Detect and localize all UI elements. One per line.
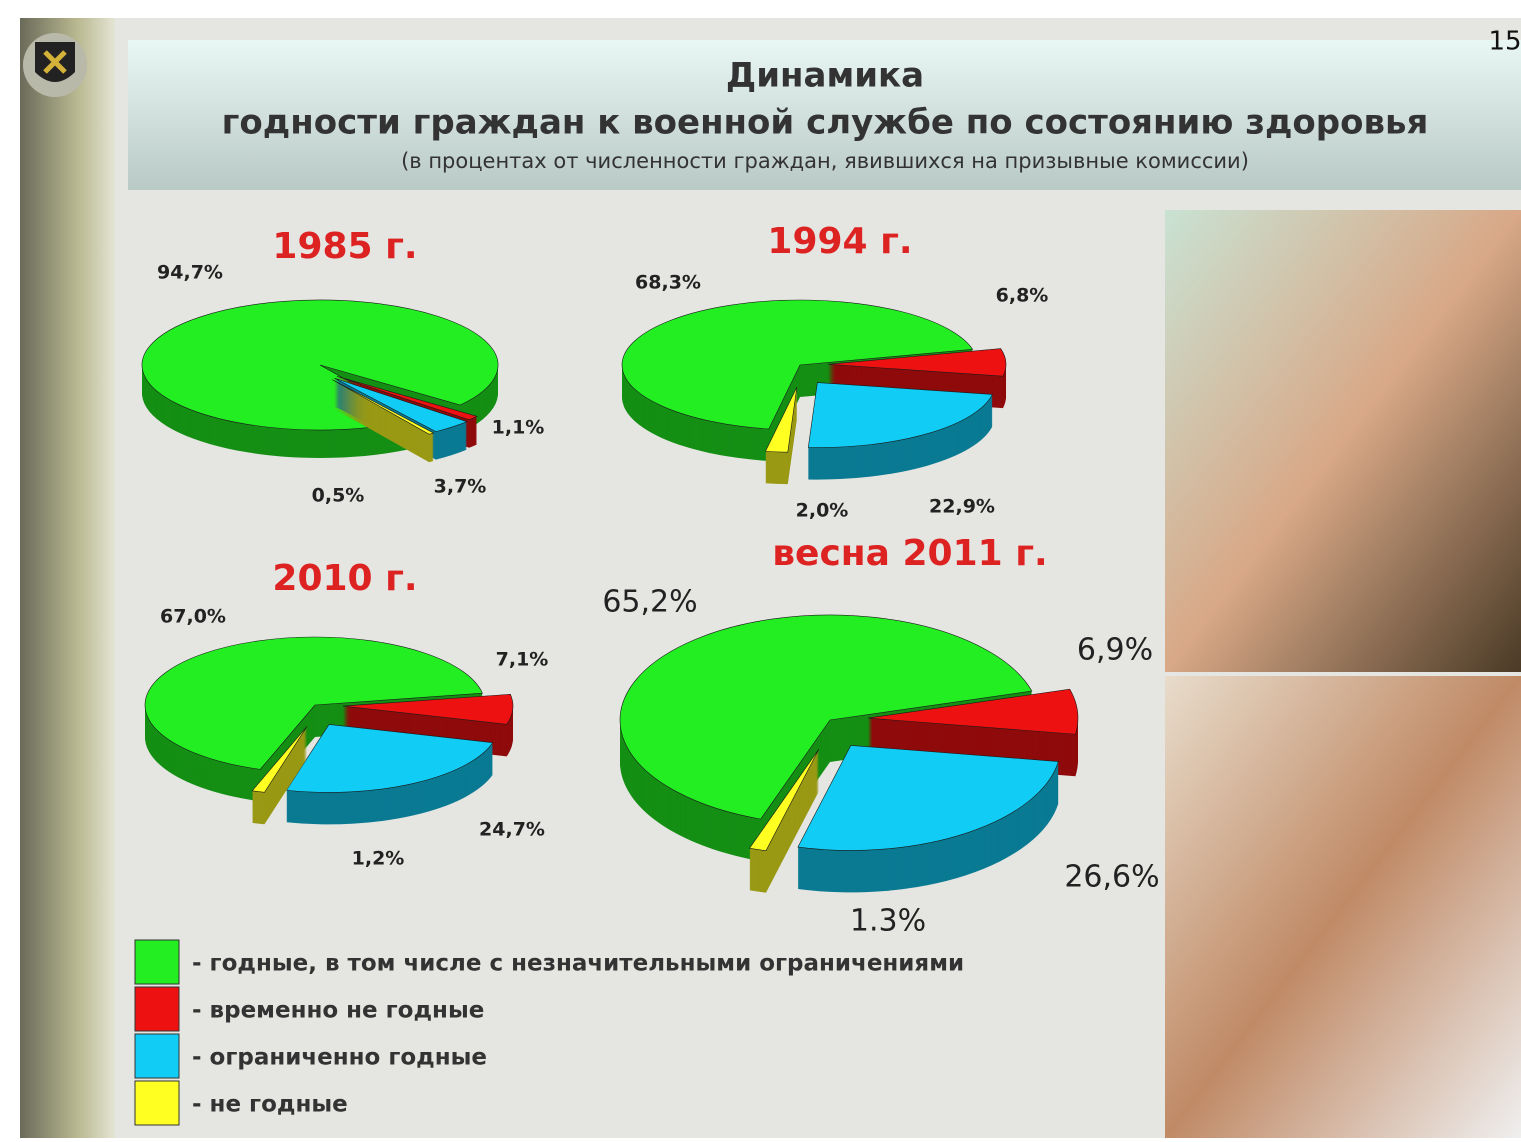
pie-slice <box>619 614 1033 862</box>
value-label: 6,9% <box>1077 633 1153 668</box>
value-label: 94,7% <box>157 262 223 284</box>
legend-swatch <box>134 939 180 985</box>
slice-top <box>285 724 494 793</box>
value-label: 65,2% <box>602 585 697 620</box>
chart-title: весна 2011 г. <box>772 533 1047 574</box>
pie-slice <box>251 726 308 825</box>
value-label: 24,7% <box>479 819 545 841</box>
value-label: 26,6% <box>1064 860 1159 895</box>
slice-top <box>619 614 1033 820</box>
slice-top <box>765 387 798 453</box>
slice-top <box>332 379 435 435</box>
header-band <box>128 40 1521 190</box>
title: Динамика <box>726 56 924 96</box>
chart-title: 2010 г. <box>272 558 417 599</box>
pie-slice <box>144 636 483 802</box>
value-label: 1,2% <box>352 848 405 870</box>
value-label: 0,5% <box>312 485 365 507</box>
slice-top <box>141 299 499 431</box>
pie-slice <box>867 688 1079 777</box>
pie-slice <box>332 379 435 463</box>
slice-top <box>334 377 468 432</box>
slice-top <box>867 688 1079 735</box>
value-label: 68,3% <box>635 272 701 294</box>
pie-slice <box>141 299 499 459</box>
value-label: 67,0% <box>160 606 226 628</box>
page-number: 15 <box>1488 27 1521 57</box>
value-label: 6,8% <box>996 285 1049 307</box>
slice-top <box>749 748 820 852</box>
value-label: 22,9% <box>929 496 995 518</box>
legend-swatch <box>134 986 180 1032</box>
legend-label: - не годные <box>192 1092 348 1118</box>
emblem <box>23 33 87 97</box>
subtitle: (в процентах от численности граждан, яви… <box>401 149 1249 173</box>
slice-top <box>144 636 483 770</box>
legend-swatch <box>134 1033 180 1079</box>
value-label: 3,7% <box>434 476 487 498</box>
pie-slice <box>285 724 494 825</box>
legend-label: - ограниченно годные <box>192 1045 487 1071</box>
slice-top <box>342 693 514 725</box>
chart-title: 1985 г. <box>272 226 417 267</box>
legend-label: - годные, в том числе с незначительными … <box>192 951 964 977</box>
side-strip <box>20 18 115 1138</box>
value-label: 7,1% <box>496 649 549 671</box>
slice-top <box>621 299 974 430</box>
photo <box>1165 676 1521 1138</box>
value-label: 1.3% <box>850 904 926 939</box>
slice-top <box>336 376 478 421</box>
photo <box>1165 210 1521 672</box>
legend-label: - временно не годные <box>192 998 484 1024</box>
pie-slice <box>749 748 820 893</box>
slice-top <box>827 348 1007 377</box>
slice-top <box>797 745 1059 851</box>
pie-slice <box>807 382 993 480</box>
slice-top <box>251 726 308 793</box>
value-label: 1,1% <box>492 417 545 439</box>
legend-swatch <box>134 1080 180 1126</box>
pie-slice <box>765 387 798 485</box>
title: годности граждан к военной службе по сос… <box>222 103 1429 143</box>
chart-title: 1994 г. <box>767 221 912 262</box>
value-label: 2,0% <box>796 500 849 522</box>
slice-top <box>807 382 993 448</box>
pie-slice <box>797 745 1059 893</box>
